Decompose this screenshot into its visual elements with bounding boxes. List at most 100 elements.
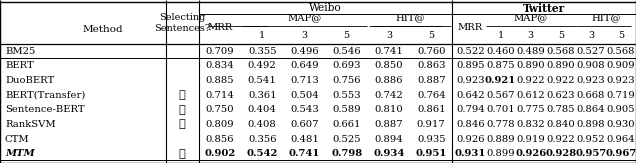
Text: MAP@: MAP@ <box>513 14 548 22</box>
Text: 0.525: 0.525 <box>332 135 361 144</box>
Text: 0.741: 0.741 <box>374 47 403 56</box>
Text: 0.741: 0.741 <box>289 149 320 158</box>
Text: 5: 5 <box>428 30 435 39</box>
Text: 0.553: 0.553 <box>332 91 361 100</box>
Text: 0.543: 0.543 <box>290 105 319 114</box>
Text: BERT(Transfer): BERT(Transfer) <box>5 91 85 100</box>
Text: 0.709: 0.709 <box>205 47 234 56</box>
Text: BERT: BERT <box>5 61 34 70</box>
Text: 0.750: 0.750 <box>205 105 234 114</box>
Text: 0.887: 0.887 <box>374 120 403 129</box>
Text: 0.908: 0.908 <box>577 61 605 70</box>
Text: 0.923: 0.923 <box>456 76 484 85</box>
Text: 0.923: 0.923 <box>577 76 605 85</box>
Text: 0.902: 0.902 <box>204 149 236 158</box>
Text: 0.834: 0.834 <box>205 61 234 70</box>
Text: 5: 5 <box>344 30 350 39</box>
Text: 1: 1 <box>259 30 266 39</box>
Text: 0.693: 0.693 <box>332 61 361 70</box>
Text: 0.921: 0.921 <box>485 76 516 85</box>
Text: 0.649: 0.649 <box>290 61 319 70</box>
Text: 0.764: 0.764 <box>417 91 445 100</box>
Text: 0.922: 0.922 <box>547 135 575 144</box>
Text: 0.408: 0.408 <box>248 120 276 129</box>
Text: Twitter: Twitter <box>523 2 565 14</box>
Text: 0.775: 0.775 <box>516 105 545 114</box>
Text: 0.492: 0.492 <box>248 61 276 70</box>
Text: 0.967: 0.967 <box>605 149 637 158</box>
Text: 0.951: 0.951 <box>415 149 447 158</box>
Text: 0.832: 0.832 <box>516 120 545 129</box>
Text: ✓: ✓ <box>179 90 186 100</box>
Text: BM25: BM25 <box>5 47 35 56</box>
Text: ✓: ✓ <box>179 149 186 159</box>
Text: 0.668: 0.668 <box>577 91 605 100</box>
Text: 3: 3 <box>588 30 594 39</box>
Text: 0.957: 0.957 <box>575 149 607 158</box>
Text: 0.760: 0.760 <box>417 47 445 56</box>
Text: 0.856: 0.856 <box>205 135 234 144</box>
Text: 0.701: 0.701 <box>486 105 515 114</box>
Text: 0.522: 0.522 <box>456 47 484 56</box>
Text: 0.460: 0.460 <box>486 47 515 56</box>
Text: 0.527: 0.527 <box>577 47 605 56</box>
Text: 0.785: 0.785 <box>547 105 575 114</box>
Text: 0.568: 0.568 <box>547 47 575 56</box>
Text: RankSVM: RankSVM <box>5 120 56 129</box>
Text: 3: 3 <box>386 30 392 39</box>
Text: 0.840: 0.840 <box>547 120 575 129</box>
Text: 3: 3 <box>301 30 308 39</box>
Text: 0.899: 0.899 <box>486 149 515 158</box>
Text: 0.810: 0.810 <box>374 105 403 114</box>
Text: 0.778: 0.778 <box>486 120 515 129</box>
Text: 0.809: 0.809 <box>205 120 234 129</box>
Text: 0.355: 0.355 <box>248 47 276 56</box>
Text: 0.589: 0.589 <box>332 105 361 114</box>
Text: 3: 3 <box>527 30 534 39</box>
Text: 0.895: 0.895 <box>456 61 484 70</box>
Text: HIT@: HIT@ <box>396 14 425 22</box>
Text: CTM: CTM <box>5 135 29 144</box>
Text: 0.934: 0.934 <box>373 149 404 158</box>
Text: 0.742: 0.742 <box>374 91 403 100</box>
Text: 0.864: 0.864 <box>577 105 605 114</box>
Text: 0.922: 0.922 <box>547 76 575 85</box>
Text: 0.404: 0.404 <box>248 105 276 114</box>
Text: MRR: MRR <box>458 22 483 31</box>
Text: 0.885: 0.885 <box>205 76 234 85</box>
Text: MAP@: MAP@ <box>287 14 321 22</box>
Text: 0.356: 0.356 <box>248 135 276 144</box>
Text: 0.541: 0.541 <box>248 76 276 85</box>
Text: 0.481: 0.481 <box>290 135 319 144</box>
Text: Weibo: Weibo <box>309 3 342 13</box>
Text: 0.623: 0.623 <box>547 91 575 100</box>
Text: 0.926: 0.926 <box>456 135 484 144</box>
Text: 0.567: 0.567 <box>486 91 515 100</box>
Text: 0.719: 0.719 <box>607 91 636 100</box>
Text: 0.642: 0.642 <box>456 91 484 100</box>
Text: 0.935: 0.935 <box>417 135 445 144</box>
Text: 0.794: 0.794 <box>456 105 484 114</box>
Text: 0.361: 0.361 <box>248 91 276 100</box>
Text: ✓: ✓ <box>179 119 186 129</box>
Text: Method: Method <box>83 25 123 35</box>
Text: Selecting
Sentences?: Selecting Sentences? <box>154 13 210 33</box>
Text: 0.798: 0.798 <box>331 149 362 158</box>
Text: 0.928: 0.928 <box>545 149 577 158</box>
Text: 0.898: 0.898 <box>577 120 605 129</box>
Text: 0.886: 0.886 <box>375 76 403 85</box>
Text: MTM: MTM <box>5 149 35 158</box>
Text: 0.887: 0.887 <box>417 76 445 85</box>
Text: 0.922: 0.922 <box>516 76 545 85</box>
Text: 0.861: 0.861 <box>417 105 445 114</box>
Text: 0.607: 0.607 <box>290 120 319 129</box>
Text: HIT@: HIT@ <box>591 14 621 22</box>
Text: 1: 1 <box>497 30 504 39</box>
Text: 5: 5 <box>618 30 624 39</box>
Text: 0.931: 0.931 <box>454 149 486 158</box>
Text: 0.926: 0.926 <box>515 149 547 158</box>
Text: 0.542: 0.542 <box>246 149 278 158</box>
Text: 0.964: 0.964 <box>607 135 636 144</box>
Text: 0.612: 0.612 <box>516 91 545 100</box>
Text: 0.714: 0.714 <box>205 91 234 100</box>
